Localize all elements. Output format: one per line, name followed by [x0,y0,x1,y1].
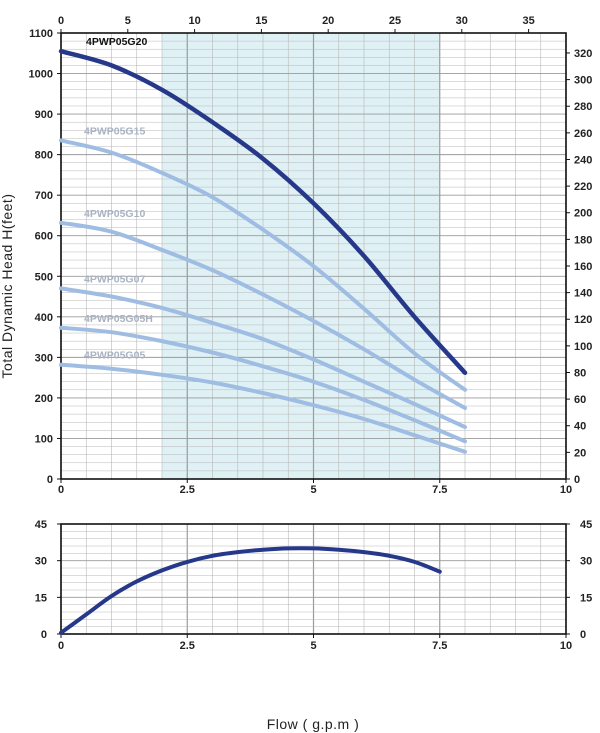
right-axis-tick-label: 0 [574,474,580,486]
right-axis-tick-label: 320 [574,48,592,60]
top-axis-tick-label: 5 [125,15,131,27]
top-x-tick-label: 7.5 [432,484,447,496]
right-axis-tick-label: 60 [574,394,586,406]
curve-4pwp05g05h [59,325,467,444]
top-x-tick-label: 5 [310,484,316,496]
top-x-tick-label: 10 [560,484,572,496]
top-y-tick-label: 1100 [29,28,53,40]
efficiency-curve [59,546,442,635]
top-y-tick-label: 0 [47,474,53,486]
top-axis-tick-label: 10 [188,15,200,27]
top-y-tick-label: 100 [35,433,53,445]
series-label-4pwp05g15: 4PWP05G15 [84,125,145,137]
curve-4pwp05g07 [59,286,467,430]
right-axis-tick-label: 20 [574,447,586,459]
right-axis-tick-label: 200 [574,208,592,220]
bottom-x-tick-label: 0 [58,640,64,652]
curve-4pwp05g10 [59,220,467,410]
series-label-4pwp05g05: 4PWP05G05 [84,350,145,362]
series-label-4pwp05g05h: 4PWP05G05H [84,313,153,325]
top-axis-tick-label: 30 [456,15,468,27]
right-axis-tick-label: 240 [574,154,592,166]
bottom-y-tick-label: 0 [41,629,47,641]
bottom-y-tick-label: 45 [35,519,47,531]
curve-4pwp05g20 [58,48,468,376]
top-axis-tick-label: 15 [255,15,267,27]
bottom-y-tick-label: 30 [35,556,47,568]
bottom-right-tick-label: 15 [580,592,592,604]
series-label-4pwp05g10: 4PWP05G10 [84,208,145,220]
curve-4pwp05g15 [59,138,467,392]
right-axis-tick-label: 100 [574,341,592,353]
top-y-tick-label: 1000 [29,69,53,81]
series-label-4pwp05g07: 4PWP05G07 [84,273,145,285]
top-y-tick-label: 600 [35,231,53,243]
curve-4pwp05g05 [59,362,467,454]
bottom-x-tick-label: 5 [310,640,316,652]
right-axis-tick-label: 80 [574,367,586,379]
top-axis-tick-label: 20 [322,15,334,27]
x-axis-title: Flow ( g.p.m ) [267,716,360,732]
bottom-right-tick-label: 0 [580,629,586,641]
top-y-tick-label: 500 [35,271,53,283]
bottom-x-tick-label: 2.5 [180,640,195,652]
top-y-tick-label: 800 [35,150,53,162]
top-y-tick-label: 400 [35,312,53,324]
right-axis-tick-label: 260 [574,128,592,140]
top-y-tick-label: 900 [35,109,53,121]
bottom-x-tick-label: 7.5 [432,640,447,652]
top-x-tick-label: 2.5 [180,484,195,496]
right-axis-tick-label: 180 [574,234,592,246]
y-axis-title: Total Dynamic Head H(feet) [0,194,15,379]
bottom-right-tick-label: 30 [580,556,592,568]
right-axis-tick-label: 140 [574,288,592,300]
right-axis-tick-label: 300 [574,75,592,87]
top-axis-tick-label: 25 [389,15,401,27]
top-y-tick-label: 200 [35,393,53,405]
right-axis-tick-label: 40 [574,421,586,433]
top-y-tick-label: 700 [35,190,53,202]
right-axis-tick-label: 120 [574,314,592,326]
right-axis-tick-label: 160 [574,261,592,273]
top-y-tick-label: 300 [35,352,53,364]
top-x-tick-label: 0 [58,484,64,496]
series-label-4pwp05g20: 4PWP05G20 [86,36,147,48]
bottom-y-tick-label: 15 [35,592,47,604]
bottom-right-tick-label: 45 [580,519,592,531]
top-axis-tick-label: 35 [522,15,534,27]
bottom-x-tick-label: 10 [560,640,572,652]
top-axis-tick-label: 0 [58,15,64,27]
right-axis-tick-label: 220 [574,181,592,193]
right-axis-tick-label: 280 [574,101,592,113]
